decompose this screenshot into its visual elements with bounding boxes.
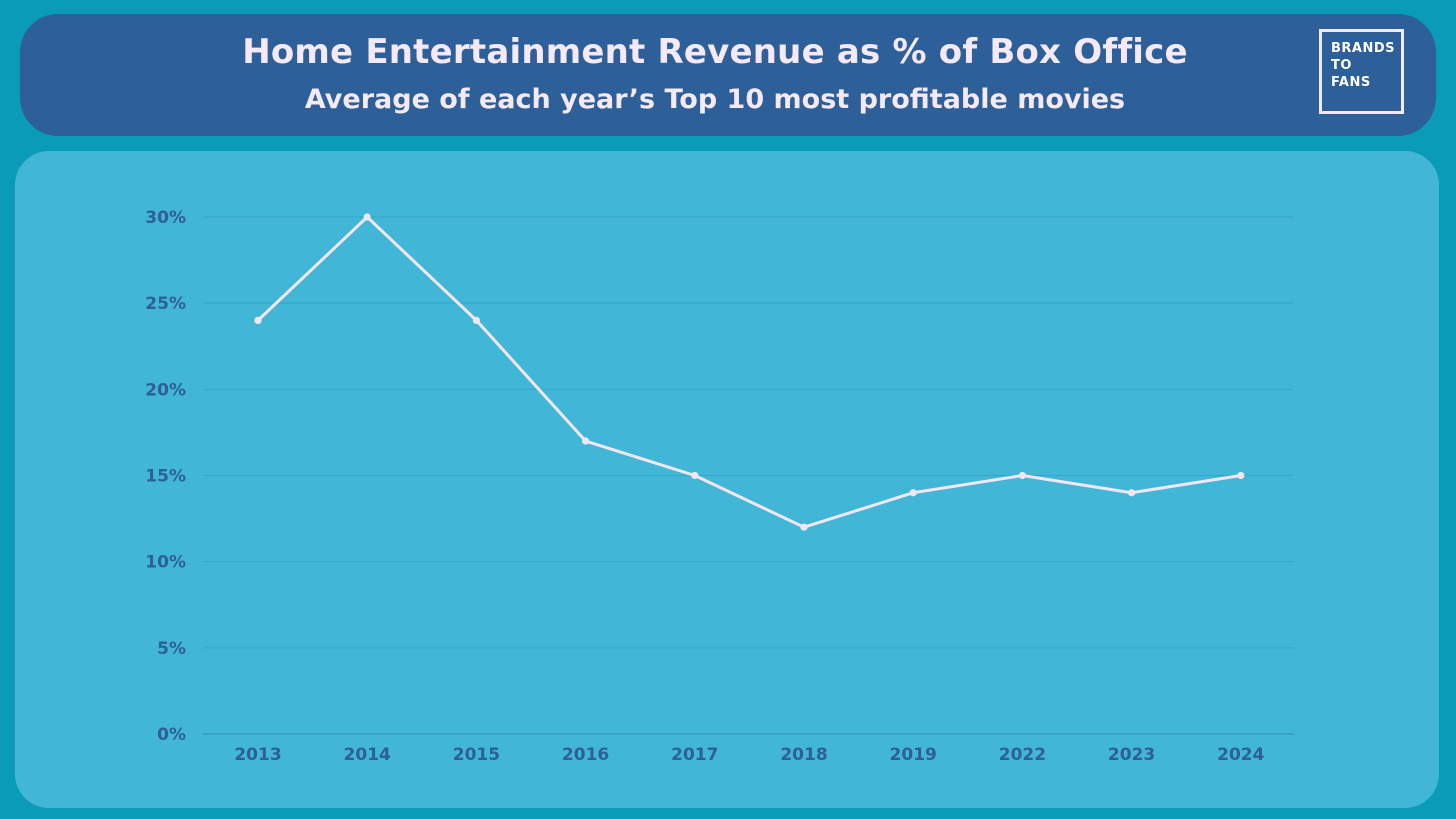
data-point-2023 [1128,489,1136,497]
y-tick-label: 30% [145,208,186,228]
logo-line-1: BRANDS [1331,41,1396,56]
x-tick-label: 2013 [234,745,281,765]
y-tick-label: 5% [157,639,186,659]
data-point-2017 [691,471,699,480]
x-tick-label: 2015 [453,745,500,765]
x-tick-label: 2017 [671,745,718,765]
data-point-2022 [1018,471,1026,480]
x-tick-label: 2014 [344,745,391,765]
data-point-2016 [582,437,590,445]
y-tick-label: 0% [157,725,186,745]
x-tick-label: 2024 [1217,745,1264,765]
data-point-2015 [472,316,480,324]
data-point-2018 [800,523,808,531]
x-tick-label: 2022 [999,745,1046,765]
header-banner [20,14,1436,136]
y-tick-label: 10% [145,553,186,573]
x-tick-label: 2018 [780,745,827,765]
x-tick-label: 2016 [562,745,609,765]
y-tick-label: 25% [145,294,186,314]
y-tick-label: 20% [145,380,186,400]
series-layer [254,213,1245,531]
chart-panel [15,151,1439,808]
logo-line-2: TO [1331,58,1352,73]
data-point-2024 [1237,471,1245,480]
x-tick-label: 2023 [1108,745,1155,765]
x-tick-label: 2019 [890,745,937,765]
chart-title: Home Entertainment Revenue as % of Box O… [242,32,1188,72]
grid-lines [203,216,1294,735]
y-tick-label: 15% [145,467,186,487]
series-line [256,215,1243,529]
y-axis-ticks: 0% 5% 10% 15% 20% 25% 30% [145,208,186,745]
x-axis-ticks: 2013 2014 2015 2016 2017 2018 2019 2022 2023 2024 [234,745,1264,765]
brands-to-fans-logo: BRANDS TO FANS [1319,29,1404,114]
chart-subtitle: Average of each year’s Top 10 most profi… [304,84,1126,115]
logo-line-3: FANS [1331,75,1371,90]
data-point-2013 [254,316,262,324]
data-point-2014 [363,213,371,221]
data-point-2019 [909,489,917,497]
